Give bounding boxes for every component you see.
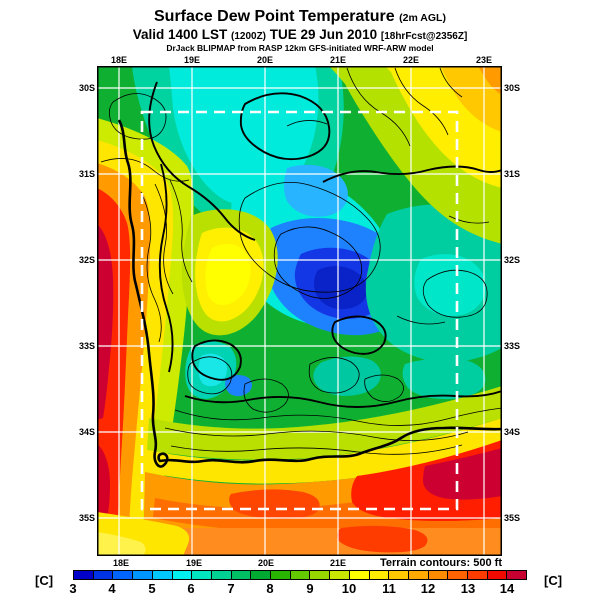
colorbar-segment (310, 571, 331, 579)
tick-left-30s: 30S (78, 83, 95, 93)
tick-top-21e: 21E (329, 55, 347, 65)
colorbar-segment (172, 571, 193, 579)
units-label-left: [C] (35, 573, 54, 588)
colorbar-segment (211, 571, 232, 579)
coastline (117, 119, 502, 468)
tick-right-32s: 32S (504, 255, 521, 265)
lat-lon-grid (97, 66, 502, 556)
colorbar-segment (93, 571, 114, 579)
colorbar-segment (389, 571, 409, 579)
colorbar-segment (251, 571, 272, 579)
colorbar-segment (113, 571, 134, 579)
colorbar-tick-7: 7 (227, 581, 235, 596)
valid-fcst: [18hrFcst@2356Z] (380, 31, 468, 42)
colorbar-segment (507, 571, 527, 579)
colorbar-segment (468, 571, 488, 579)
tick-left-34s: 34S (78, 427, 95, 437)
colorbar-tick-5: 5 (148, 581, 156, 596)
colorbar-segment (231, 571, 252, 579)
title-main: Surface Dew Point Temperature (154, 8, 395, 25)
colorbar-tick-8: 8 (266, 581, 274, 596)
tick-top-22e: 22E (402, 55, 420, 65)
tick-top-23e: 23E (475, 55, 493, 65)
colorbar-tick-11: 11 (382, 581, 396, 596)
tick-bottom-21e: 21E (329, 558, 347, 568)
tick-left-35s: 35S (78, 513, 95, 523)
dewpoint-contour-map (97, 66, 502, 556)
tick-top-19e: 19E (183, 55, 201, 65)
colorbar-segment (290, 571, 311, 579)
colorbar-tick-10: 10 (341, 581, 357, 596)
colorbar-segments (73, 570, 527, 580)
colorbar-segment (192, 571, 212, 579)
valid-date: TUE 29 Jun 2010 (269, 27, 378, 42)
colorbar-segment (330, 571, 350, 579)
colorbar-segment (133, 571, 153, 579)
valid-prefix: Valid 1400 LST (132, 27, 228, 42)
colorbar-tick-6: 6 (187, 581, 195, 596)
colorbar-segment (349, 571, 370, 579)
map-frame (97, 66, 502, 556)
map-plot-area (97, 66, 502, 556)
tick-top-20e: 20E (256, 55, 274, 65)
colorbar-segment (408, 571, 429, 579)
valid-line: Valid 1400 LST (1200Z) TUE 29 Jun 2010 [… (0, 27, 600, 42)
colorbar-segment (369, 571, 390, 579)
filled-contours (97, 66, 502, 556)
colorbar-tick-12: 12 (420, 581, 436, 596)
colorbar-segment (428, 571, 449, 579)
valid-zulu: (1200Z) (231, 31, 267, 42)
model-line: DrJack BLIPMAP from RASP 12km GFS-initia… (166, 43, 434, 53)
tick-right-30s: 30S (504, 83, 521, 93)
colorbar-tick-9: 9 (306, 581, 314, 596)
colorbar-tick-13: 13 (460, 581, 476, 596)
colorbar-segment (448, 571, 469, 579)
page-title: Surface Dew Point Temperature (2m AGL) (0, 8, 600, 26)
tick-left-33s: 33S (78, 341, 95, 351)
tick-bottom-20e: 20E (257, 558, 275, 568)
colorbar-segment (271, 571, 291, 579)
tick-bottom-18e: 18E (112, 558, 130, 568)
tick-left-31s: 31S (78, 169, 95, 179)
colorbar-tick-14: 14 (499, 581, 515, 596)
title-suffix: (2m AGL) (399, 12, 446, 24)
terrain-contour-note: Terrain contours: 500 ft (379, 557, 502, 569)
terrain-contours-thin (100, 67, 502, 455)
tick-right-35s: 35S (504, 513, 521, 523)
inner-domain-box (140, 110, 459, 511)
tick-right-33s: 33S (504, 341, 521, 351)
colorbar-tick-3: 3 (69, 581, 77, 596)
colorbar-segment (487, 571, 508, 579)
tick-right-34s: 34S (504, 427, 521, 437)
colorbar-tick-4: 4 (108, 581, 116, 596)
tick-left-32s: 32S (78, 255, 95, 265)
tick-right-31s: 31S (504, 169, 521, 179)
tick-bottom-19e: 19E (185, 558, 203, 568)
colorbar-segment (74, 571, 94, 579)
tick-top-18e: 18E (110, 55, 128, 65)
colorbar-segment (152, 571, 173, 579)
units-label-right: [C] (544, 573, 563, 588)
